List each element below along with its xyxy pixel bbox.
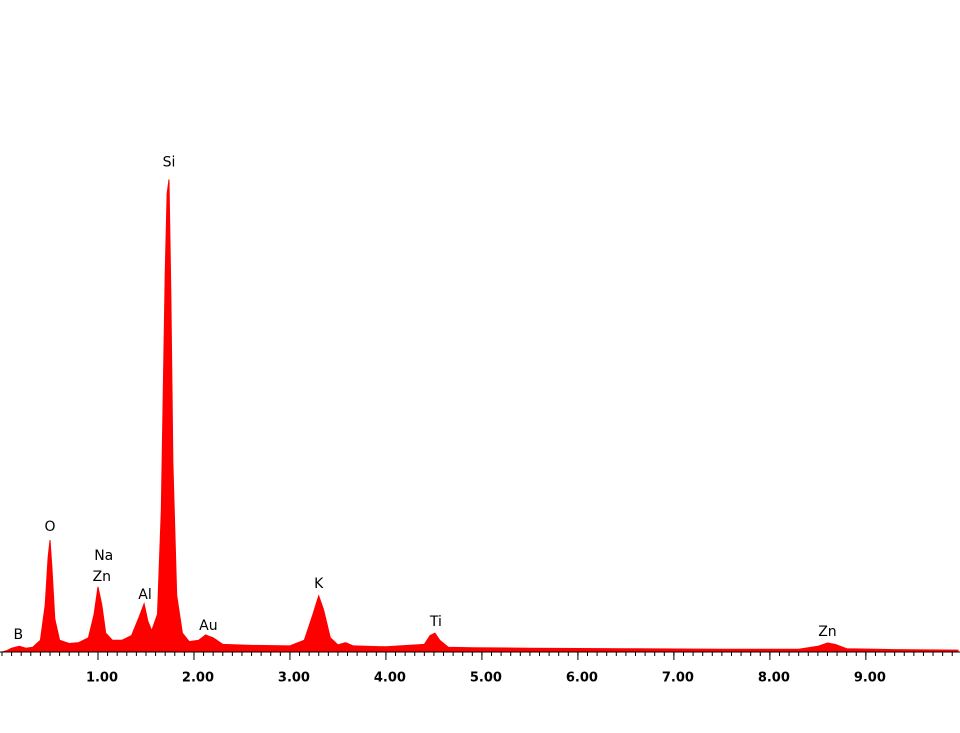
- x-tick-label: 8.00: [758, 671, 790, 686]
- peak-label: Na: [94, 548, 113, 564]
- x-tick-label: 4.00: [374, 671, 406, 686]
- x-tick-label: 3.00: [278, 671, 310, 686]
- peak-label: Zn: [818, 624, 836, 640]
- peak-label: O: [44, 519, 55, 535]
- x-tick-label: 9.00: [854, 671, 886, 686]
- x-tick-label: 1.00: [86, 671, 118, 686]
- peak-label: B: [14, 627, 24, 643]
- peak-label: Au: [199, 618, 217, 634]
- peak-label: Zn: [93, 569, 111, 585]
- x-tick-label: 5.00: [470, 671, 502, 686]
- x-tick-label: 6.00: [566, 671, 598, 686]
- peak-label: K: [314, 576, 324, 592]
- x-tick-label: 7.00: [662, 671, 694, 686]
- spectrum: [1, 179, 959, 653]
- peak-label: Al: [138, 587, 151, 603]
- peak-label: Si: [163, 155, 176, 171]
- x-tick-label: 2.00: [182, 671, 214, 686]
- peak-label: Ti: [429, 614, 442, 630]
